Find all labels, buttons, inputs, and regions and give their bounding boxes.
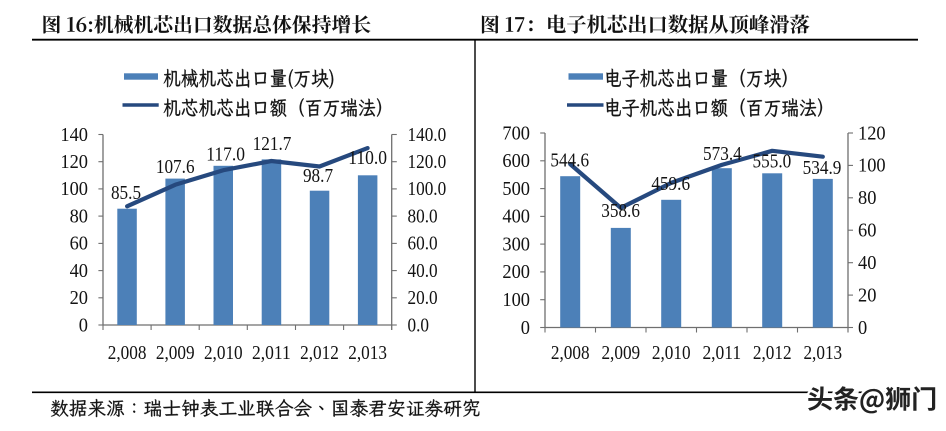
svg-text:100: 100: [858, 155, 886, 177]
svg-text:60: 60: [858, 220, 876, 242]
svg-text:555.0: 555.0: [753, 151, 792, 173]
svg-text:200: 200: [502, 261, 530, 283]
svg-text:2,010: 2,010: [204, 342, 243, 364]
svg-text:20.0: 20.0: [408, 287, 438, 309]
svg-text:700: 700: [502, 122, 530, 144]
svg-text:100: 100: [502, 289, 530, 311]
svg-text:100: 100: [60, 178, 88, 200]
svg-text:110.0: 110.0: [348, 147, 387, 169]
svg-text:40: 40: [858, 252, 876, 274]
svg-text:0.0: 0.0: [408, 314, 430, 336]
svg-text:120: 120: [858, 122, 886, 144]
svg-text:40: 40: [70, 260, 88, 282]
svg-text:0: 0: [521, 317, 530, 339]
svg-text:85.5: 85.5: [111, 182, 141, 204]
svg-text:140.0: 140.0: [408, 124, 447, 146]
svg-text:2,013: 2,013: [348, 342, 387, 364]
svg-text:2,012: 2,012: [753, 342, 792, 364]
svg-text:60: 60: [70, 233, 88, 255]
svg-text:107.6: 107.6: [156, 156, 195, 178]
svg-text:459.6: 459.6: [651, 173, 690, 195]
svg-text:98.7: 98.7: [303, 165, 333, 187]
svg-text:121.7: 121.7: [253, 133, 292, 155]
svg-text:80: 80: [70, 205, 88, 227]
svg-text:2,013: 2,013: [803, 342, 842, 364]
svg-text:2,011: 2,011: [252, 342, 291, 364]
svg-text:300: 300: [502, 233, 530, 255]
svg-text:2,012: 2,012: [300, 342, 339, 364]
svg-text:60.0: 60.0: [408, 233, 438, 255]
svg-text:2,008: 2,008: [551, 342, 590, 364]
svg-text:2,008: 2,008: [108, 342, 147, 364]
svg-text:358.6: 358.6: [601, 200, 640, 222]
svg-text:117.0: 117.0: [206, 144, 245, 166]
svg-text:0: 0: [79, 314, 88, 336]
svg-text:600: 600: [502, 150, 530, 172]
svg-text:400: 400: [502, 206, 530, 228]
svg-text:500: 500: [502, 178, 530, 200]
svg-text:2,009: 2,009: [156, 342, 195, 364]
svg-text:40.0: 40.0: [408, 260, 438, 282]
svg-text:2,010: 2,010: [652, 342, 691, 364]
svg-text:0: 0: [858, 317, 867, 339]
svg-text:544.6: 544.6: [550, 150, 589, 172]
svg-text:2,011: 2,011: [702, 342, 741, 364]
svg-text:80: 80: [858, 187, 876, 209]
svg-text:20: 20: [858, 284, 876, 306]
svg-text:2,009: 2,009: [601, 342, 640, 364]
svg-text:573.4: 573.4: [703, 143, 742, 165]
svg-text:140: 140: [60, 124, 88, 146]
svg-text:80.0: 80.0: [408, 205, 438, 227]
svg-text:20: 20: [70, 287, 88, 309]
svg-text:534.9: 534.9: [803, 157, 842, 179]
svg-text:120: 120: [60, 151, 88, 173]
svg-text:100.0: 100.0: [408, 178, 447, 200]
svg-text:120.0: 120.0: [408, 151, 447, 173]
